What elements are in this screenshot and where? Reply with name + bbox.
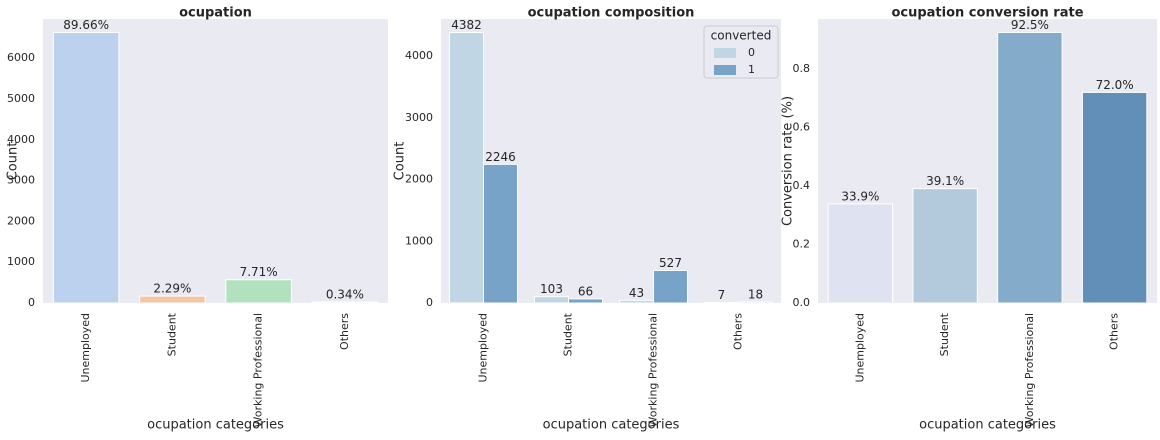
- y-tick-label: 0.2: [793, 238, 811, 251]
- y-tick-label: 0.8: [793, 62, 811, 75]
- x-axis-label: ocupation categories: [919, 418, 1056, 433]
- y-tick-label: 4000: [405, 49, 433, 62]
- value-label: 527: [659, 256, 682, 270]
- value-label: 66: [578, 284, 593, 298]
- value-label: 43: [629, 286, 644, 300]
- y-tick-label: 2000: [7, 214, 35, 227]
- bar: [738, 301, 773, 304]
- x-tick-label: Student: [562, 312, 575, 356]
- y-tick-label: 0.4: [793, 179, 811, 192]
- x-tick-label: Unemployed: [79, 313, 92, 383]
- y-tick-label: 1000: [7, 255, 35, 268]
- value-label: 7.71%: [240, 265, 278, 279]
- legend-label: 0: [748, 46, 755, 59]
- y-axis-label: Conversion rate (%): [781, 96, 796, 226]
- x-tick-label: Others: [338, 313, 351, 350]
- y-tick-label: 0.0: [793, 296, 811, 309]
- value-label: 103: [540, 282, 563, 296]
- y-tick-label: 0: [426, 296, 433, 309]
- value-label: 89.66%: [63, 18, 109, 32]
- legend-label: 1: [748, 63, 755, 76]
- x-tick-label: Unemployed: [477, 313, 490, 383]
- y-tick-label: 1000: [405, 234, 433, 247]
- bar: [449, 32, 484, 304]
- chart: ocupation ocupation categories Count 0 1000 2…: [6, 6, 388, 433]
- x-tick-label: Others: [1108, 313, 1121, 350]
- value-label: 7: [718, 288, 726, 302]
- bar: [1081, 91, 1148, 304]
- y-tick-label: 4000: [7, 133, 35, 146]
- legend-title: converted: [711, 29, 772, 43]
- y-axis-label: Count: [393, 142, 408, 181]
- value-label: 2246: [485, 150, 516, 164]
- y-tick-label: 3000: [7, 174, 35, 187]
- y-tick-label: 0.6: [793, 121, 811, 134]
- x-tick-label: Working Professional: [1023, 313, 1036, 427]
- value-label: 92.5%: [1011, 18, 1049, 32]
- value-label: 18: [748, 287, 763, 301]
- chart-title: ocupation composition: [528, 6, 695, 21]
- bar: [827, 203, 894, 304]
- chart-title: ocupation: [179, 6, 252, 21]
- bar: [311, 301, 379, 304]
- chart: ocupation composition ocupation categorie…: [393, 6, 781, 433]
- y-tick-label: 3000: [405, 111, 433, 124]
- legend-swatch: [714, 48, 736, 58]
- y-tick-label: 2000: [405, 173, 433, 186]
- x-tick-label: Student: [938, 312, 951, 356]
- y-axis-label: Count: [6, 142, 21, 181]
- bar: [225, 279, 292, 304]
- value-label: 2.29%: [153, 282, 191, 296]
- bar: [534, 296, 569, 304]
- x-tick-label: Working Professional: [647, 313, 660, 427]
- chart-title: ocupation conversion rate: [891, 6, 1083, 21]
- value-label: 33.9%: [841, 189, 879, 203]
- value-label: 4382: [451, 18, 482, 32]
- bar: [139, 295, 206, 304]
- bar: [997, 31, 1063, 304]
- value-label: 39.1%: [926, 174, 964, 188]
- y-tick-label: 6000: [7, 51, 35, 64]
- bar: [52, 32, 120, 304]
- x-tick-label: Unemployed: [853, 313, 866, 383]
- x-tick-label: Working Professional: [252, 313, 265, 427]
- x-tick-label: Student: [165, 312, 178, 356]
- bar: [912, 188, 978, 304]
- y-tick-label: 0: [28, 296, 35, 309]
- bar: [568, 298, 603, 304]
- bar: [483, 163, 518, 304]
- chart: ocupation conversion rate ocupation categ…: [781, 6, 1157, 433]
- x-axis-label: ocupation categories: [147, 418, 284, 433]
- value-label: 0.34%: [326, 287, 364, 301]
- legend-swatch: [714, 65, 736, 75]
- bar: [653, 269, 688, 304]
- bar: [619, 299, 654, 304]
- x-axis-label: ocupation categories: [543, 418, 680, 433]
- y-tick-label: 5000: [7, 92, 35, 105]
- value-label: 72.0%: [1096, 78, 1134, 92]
- x-tick-label: Others: [732, 313, 745, 350]
